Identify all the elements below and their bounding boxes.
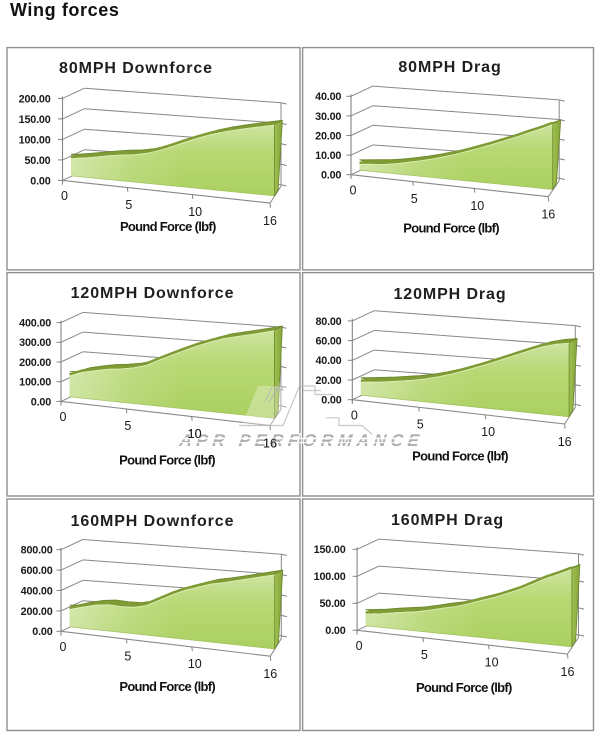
svg-text:200.00: 200.00 [21,606,53,618]
svg-text:5: 5 [421,648,428,662]
svg-text:150.00: 150.00 [314,544,346,556]
svg-text:0.00: 0.00 [321,170,341,182]
svg-text:200.00: 200.00 [19,357,51,369]
svg-text:10: 10 [470,199,484,213]
svg-text:10: 10 [188,427,202,441]
svg-text:Pound Force (lbf): Pound Force (lbf) [403,221,499,236]
svg-text:5: 5 [417,418,424,432]
svg-text:10: 10 [188,205,202,219]
svg-text:30.00: 30.00 [315,111,341,123]
svg-text:16: 16 [263,214,277,228]
svg-text:5: 5 [411,192,418,206]
svg-text:Pound Force (lbf): Pound Force (lbf) [119,679,215,694]
svg-text:50.00: 50.00 [319,598,345,610]
svg-text:0.00: 0.00 [321,395,341,407]
svg-text:10: 10 [485,655,499,669]
svg-text:0: 0 [60,640,67,654]
svg-text:80MPH Drag: 80MPH Drag [398,59,501,76]
svg-text:Pound Force (lbf): Pound Force (lbf) [416,680,512,695]
svg-text:60.00: 60.00 [315,336,341,348]
svg-text:0: 0 [350,184,357,198]
svg-text:16: 16 [558,435,572,449]
svg-text:0: 0 [356,639,363,653]
svg-text:0: 0 [60,410,67,424]
svg-text:600.00: 600.00 [21,565,53,577]
svg-text:Pound Force (lbf): Pound Force (lbf) [120,219,216,234]
svg-text:Pound Force (lbf): Pound Force (lbf) [119,453,215,468]
svg-text:80.00: 80.00 [315,316,341,328]
svg-text:0.00: 0.00 [30,175,50,187]
svg-text:150.00: 150.00 [19,114,51,126]
svg-text:16: 16 [561,665,575,679]
svg-text:20.00: 20.00 [315,130,341,142]
svg-text:40.00: 40.00 [315,91,341,103]
svg-text:10: 10 [188,427,202,441]
svg-text:0.00: 0.00 [31,396,51,408]
svg-text:400.00: 400.00 [19,318,51,330]
svg-text:0: 0 [351,409,358,423]
svg-text:120MPH Drag: 120MPH Drag [393,286,506,303]
svg-text:10.00: 10.00 [315,150,341,162]
svg-text:16: 16 [541,208,555,222]
svg-text:20.00: 20.00 [315,375,341,387]
svg-text:800.00: 800.00 [21,545,53,557]
svg-text:16: 16 [263,436,277,450]
svg-text:10: 10 [481,425,495,439]
svg-text:100.00: 100.00 [19,377,51,389]
svg-text:100.00: 100.00 [314,571,346,583]
svg-text:160MPH Drag: 160MPH Drag [391,512,504,529]
svg-text:0.00: 0.00 [32,626,52,638]
svg-text:0.00: 0.00 [325,625,345,637]
svg-text:10: 10 [188,657,202,671]
svg-text:5: 5 [124,649,131,663]
svg-text:400.00: 400.00 [21,585,53,597]
svg-text:16: 16 [263,667,277,681]
svg-text:40.00: 40.00 [315,355,341,367]
svg-text:300.00: 300.00 [19,337,51,349]
svg-text:120MPH Downforce: 120MPH Downforce [71,285,235,302]
svg-text:Pound Force (lbf): Pound Force (lbf) [412,449,508,464]
svg-text:16: 16 [263,436,277,450]
svg-text:80MPH Downforce: 80MPH Downforce [59,60,213,77]
svg-text:5: 5 [124,419,131,433]
svg-text:100.00: 100.00 [19,134,51,146]
svg-text:5: 5 [125,198,132,212]
svg-text:50.00: 50.00 [24,155,50,167]
svg-text:160MPH Downforce: 160MPH Downforce [71,513,235,530]
svg-text:0: 0 [61,189,68,203]
svg-text:APR PERFORMANCE: APR PERFORMANCE [177,431,424,450]
svg-text:200.00: 200.00 [19,93,51,105]
